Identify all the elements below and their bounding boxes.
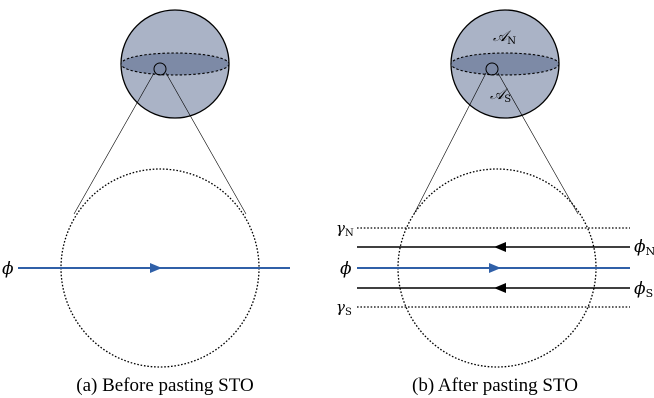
zoom-line-b-left [413, 72, 487, 215]
phi-s-label: ϕS [634, 279, 653, 300]
caption-a: (a) Before pasting STO [76, 375, 253, 396]
sphere-b: 𝒜N 𝒜S [450, 9, 560, 119]
caption-b: (b) After pasting STO [412, 375, 578, 396]
gamma-s-label: γS [336, 298, 352, 318]
sphere-a [120, 9, 230, 119]
zoom-line-a-left [73, 72, 155, 215]
gamma-n-label: γN [336, 219, 354, 239]
phi-n-label: ϕN [634, 237, 654, 258]
phi-s-arrow [494, 283, 506, 293]
zoom-line-a-right [165, 72, 247, 215]
sphere-a-zoom-point [153, 62, 167, 76]
sphere-b-equator [450, 52, 560, 76]
phi-label-a: ϕ [2, 259, 14, 279]
panel-b: 𝒜N 𝒜S γN ϕN ϕ ϕS γS (b) After pasting ST… [336, 9, 654, 396]
sphere-b-zoom-point [485, 62, 499, 76]
phi-arrow-b [489, 263, 501, 273]
zoom-line-b-right [497, 72, 579, 215]
phi-n-arrow [494, 242, 506, 252]
panel-a: ϕ (a) Before pasting STO [2, 9, 290, 396]
phi-arrow-a [150, 263, 162, 273]
sphere-a-equator [120, 52, 230, 76]
phi-label-b: ϕ [340, 259, 352, 279]
